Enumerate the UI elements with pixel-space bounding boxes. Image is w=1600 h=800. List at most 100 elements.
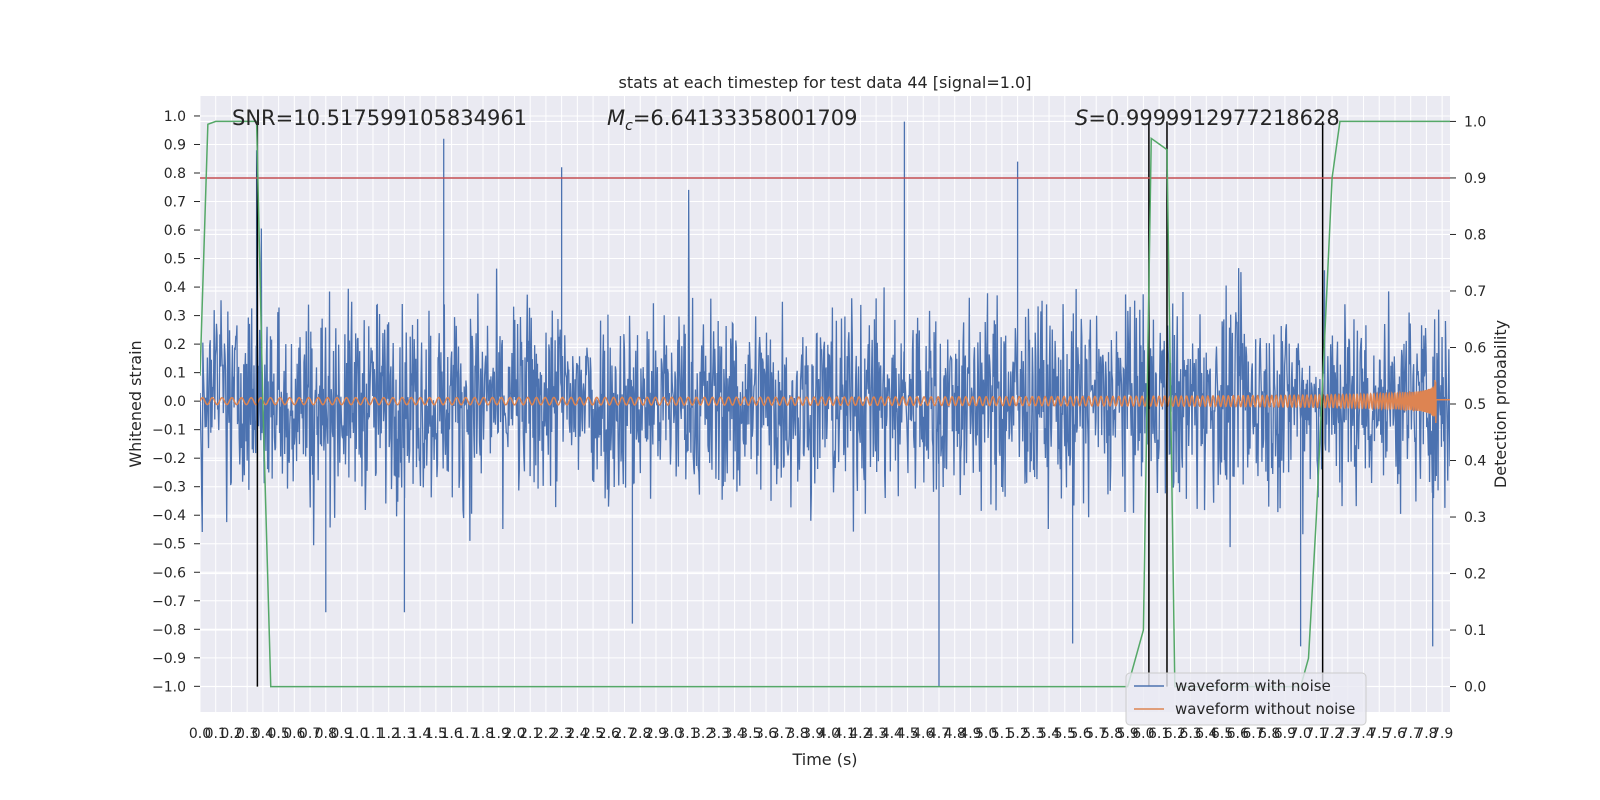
x-tick-label: 7.9	[1431, 726, 1453, 742]
y-tick-label: 0.5	[164, 252, 186, 268]
score-annotation: S=0.9999912977218628	[1075, 106, 1340, 130]
x-tick-label: 5.8	[1101, 726, 1123, 742]
y-axis-label-left: Whitened strain	[126, 340, 145, 467]
legend-label-noisy: waveform with noise	[1175, 677, 1331, 695]
x-tick-label: 5.3	[1022, 726, 1044, 742]
x-tick-label: 7.4	[1352, 726, 1374, 742]
x-tick-label: 0.7	[299, 726, 321, 742]
x-ticks: 0.00.10.20.30.40.50.60.70.80.91.01.11.21…	[189, 726, 1453, 742]
x-tick-label: 3.0	[661, 726, 683, 742]
x-tick-label: 2.9	[645, 726, 667, 742]
x-tick-label: 2.2	[535, 726, 557, 742]
x-tick-label: 4.8	[944, 726, 966, 742]
y-right-tick-label: 0.6	[1464, 340, 1486, 356]
x-tick-label: 1.5	[425, 726, 447, 742]
x-tick-label: 7.5	[1368, 726, 1390, 742]
x-tick-label: 7.0	[1289, 726, 1311, 742]
x-tick-label: 5.0	[975, 726, 997, 742]
x-tick-label: 3.7	[771, 726, 793, 742]
x-tick-label: 2.8	[629, 726, 651, 742]
x-tick-label: 4.1	[834, 726, 856, 742]
y-tick-label: −0.1	[152, 423, 186, 439]
y-tick-label: 0.9	[164, 137, 186, 153]
y-tick-label: −0.5	[152, 537, 186, 553]
x-tick-label: 6.0	[1132, 726, 1154, 742]
y-right-tick-label: 0.0	[1464, 680, 1486, 696]
waveform-with-noise-line	[200, 121, 1450, 687]
x-tick-label: 2.6	[598, 726, 620, 742]
x-tick-label: 5.5	[1054, 726, 1076, 742]
x-tick-label: 4.0	[818, 726, 840, 742]
y-tick-label: 0.4	[164, 280, 186, 296]
chart-title: stats at each timestep for test data 44 …	[619, 73, 1032, 92]
y-tick-label: −0.8	[152, 622, 186, 638]
x-tick-label: 0.3	[236, 726, 258, 742]
x-tick-label: 5.6	[1069, 726, 1091, 742]
x-tick-label: 1.6	[440, 726, 462, 742]
y-tick-label: −0.7	[152, 594, 186, 610]
x-tick-label: 2.1	[519, 726, 541, 742]
x-tick-label: 3.6	[755, 726, 777, 742]
y-right-tick-label: 0.3	[1464, 510, 1486, 526]
x-tick-label: 1.0	[346, 726, 368, 742]
x-axis-label: Time (s)	[791, 750, 857, 769]
y-right-tick-label: 0.7	[1464, 284, 1486, 300]
y-tick-label: −0.3	[152, 480, 186, 496]
x-tick-label: 4.4	[881, 726, 903, 742]
x-tick-label: 3.4	[723, 726, 745, 742]
y-right-tick-label: 0.5	[1464, 397, 1486, 413]
legend-label-clean: waveform without noise	[1175, 700, 1355, 718]
x-tick-label: 0.0	[189, 726, 211, 742]
chirp-mass-symbol: M	[607, 106, 625, 130]
y-tick-label: 1.0	[164, 109, 186, 125]
x-tick-label: 6.3	[1179, 726, 1201, 742]
legend-box	[1125, 672, 1367, 726]
x-tick-label: 3.8	[786, 726, 808, 742]
x-tick-label: 1.9	[488, 726, 510, 742]
chirp-mass-annotation: Mc=6.64133358001709	[607, 106, 858, 134]
x-tick-label: 5.7	[1085, 726, 1107, 742]
x-tick-label: 7.1	[1305, 726, 1327, 742]
x-tick-label: 6.1	[1148, 726, 1170, 742]
x-tick-label: 0.9	[330, 726, 352, 742]
x-tick-label: 6.2	[1164, 726, 1186, 742]
score-symbol: S	[1075, 106, 1088, 130]
y-axis-label-right: Detection probability	[1491, 320, 1510, 488]
x-tick-label: 5.1	[991, 726, 1013, 742]
y-right-tick-label: 1.0	[1464, 114, 1486, 130]
y-tick-label: −0.4	[152, 508, 186, 524]
x-tick-label: 1.3	[393, 726, 415, 742]
y-tick-label: 0.7	[164, 195, 186, 211]
x-tick-label: 7.6	[1384, 726, 1406, 742]
x-tick-label: 7.3	[1337, 726, 1359, 742]
y-tick-label: 0.6	[164, 223, 186, 239]
x-tick-label: 0.1	[205, 726, 227, 742]
x-tick-label: 5.2	[1006, 726, 1028, 742]
x-tick-label: 7.7	[1400, 726, 1422, 742]
x-tick-label: 4.2	[849, 726, 871, 742]
x-tick-label: 1.8	[472, 726, 494, 742]
waveform-without-noise-line	[200, 380, 1450, 423]
detection-markers	[256, 121, 1324, 687]
score-value: =0.9999912977218628	[1088, 106, 1339, 130]
y-tick-label: 0.2	[164, 337, 186, 353]
x-tick-label: 1.7	[456, 726, 478, 742]
chirp-mass-subscript: c	[625, 118, 633, 134]
x-tick-label: 4.7	[928, 726, 950, 742]
chirp-mass-value: =6.64133358001709	[633, 106, 858, 130]
x-tick-label: 3.2	[692, 726, 714, 742]
x-tick-label: 7.2	[1321, 726, 1343, 742]
y-tick-label: −0.9	[152, 651, 186, 667]
x-tick-label: 4.5	[896, 726, 918, 742]
y-right-tick-label: 0.2	[1464, 567, 1486, 583]
x-tick-label: 1.2	[378, 726, 400, 742]
y-tick-label: −0.6	[152, 565, 186, 581]
y-ticks-right: 1.0 0.9 0.8 0.7 0.6 0.5 0.4 0.3 0.2 0.1 0.0	[1450, 114, 1486, 696]
x-tick-label: 5.9	[1117, 726, 1139, 742]
x-tick-label: 0.4	[252, 726, 274, 742]
plot-series	[200, 120, 1450, 688]
x-tick-label: 2.3	[551, 726, 573, 742]
x-tick-label: 6.9	[1274, 726, 1296, 742]
x-tick-label: 2.0	[503, 726, 525, 742]
